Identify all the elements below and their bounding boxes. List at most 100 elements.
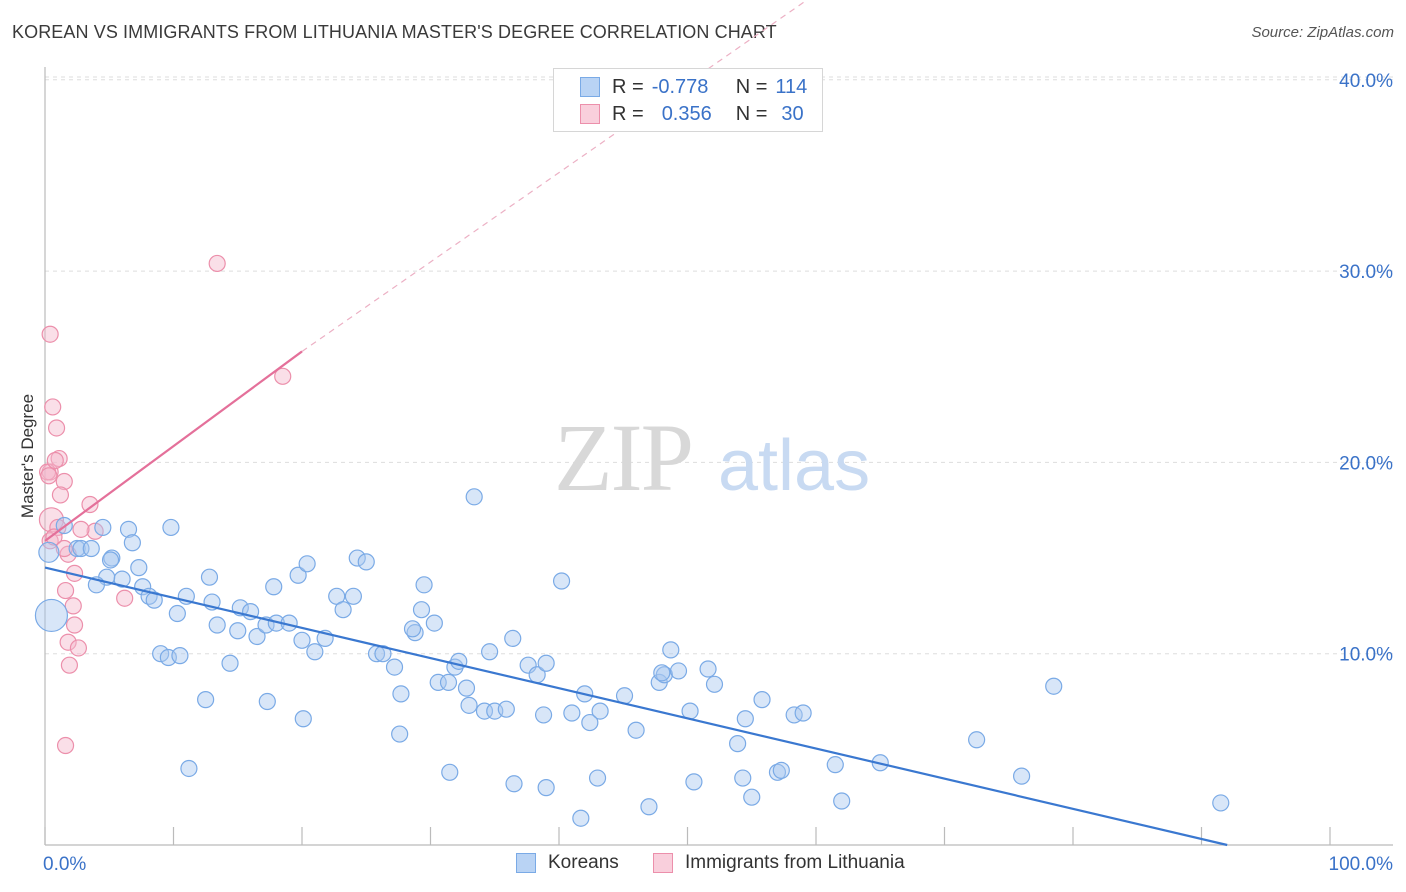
data-point-lithuania <box>60 656 79 674</box>
legend-swatch-pink <box>580 104 600 124</box>
data-point-korean <box>152 645 170 663</box>
legend-r-value: 0.356 <box>661 102 712 125</box>
legend-swatch-pink <box>653 853 673 873</box>
data-point-korean <box>753 691 771 709</box>
data-point-lithuania <box>40 467 58 485</box>
series-legend: Koreans Immigrants from Lithuania <box>0 852 1406 878</box>
data-point-lithuania <box>64 597 82 615</box>
data-point-lithuania <box>208 254 226 273</box>
data-point-lithuania <box>69 639 88 657</box>
data-point-korean <box>439 673 458 691</box>
data-point-korean <box>460 696 478 714</box>
data-point-korean <box>294 710 312 728</box>
data-point-korean <box>1045 677 1063 695</box>
trend-line-koreans <box>44 566 1228 847</box>
data-point-korean <box>1212 794 1230 812</box>
x-tick-label: 100.0% <box>1329 854 1394 875</box>
data-point-korean <box>412 601 431 619</box>
data-point-korean <box>833 792 851 810</box>
watermark-atlas: atlas <box>718 426 870 506</box>
data-point-korean <box>119 520 138 538</box>
data-point-lithuania <box>46 451 64 470</box>
data-point-korean <box>552 572 571 590</box>
data-point-korean <box>357 553 375 571</box>
legend-n-value: 30 <box>781 102 804 125</box>
trend-lines <box>44 0 1228 847</box>
data-point-lithuania <box>55 472 73 491</box>
data-point-korean <box>537 779 555 797</box>
data-point-korean <box>736 710 754 728</box>
data-point-korean <box>826 756 844 774</box>
data-point-korean <box>374 645 392 663</box>
data-point-korean <box>497 700 515 718</box>
data-point-lithuania <box>56 581 75 600</box>
data-point-lithuania <box>55 539 73 558</box>
trend-line-lithuania-extension <box>301 0 809 352</box>
data-point-korean <box>229 622 247 640</box>
data-point-korean <box>655 666 673 684</box>
chart-title: KOREAN VS IMMIGRANTS FROM LITHUANIA MAST… <box>12 22 777 42</box>
data-point-korean <box>669 662 688 680</box>
data-point-korean <box>441 763 459 781</box>
data-point-korean <box>208 616 226 634</box>
data-point-korean <box>348 549 366 567</box>
data-point-korean <box>505 775 523 793</box>
data-point-korean <box>588 769 607 787</box>
data-point-lithuania <box>86 522 104 540</box>
data-point-korean <box>415 576 433 594</box>
data-point-korean <box>685 773 703 791</box>
grid-lines <box>45 76 1393 655</box>
data-point-korean <box>344 587 362 605</box>
data-point-lithuania <box>81 495 99 514</box>
data-point-korean <box>82 539 100 558</box>
stats-legend: R = -0.778 N = 114 R = 0.356 N = 30 <box>553 68 823 132</box>
data-point-korean <box>772 761 790 779</box>
legend-item-lithuania[interactable]: Immigrants from Lithuania <box>653 852 905 874</box>
watermark-zip: ZIP <box>554 404 692 511</box>
data-point-lithuania <box>72 520 90 538</box>
data-point-korean <box>298 555 316 573</box>
data-point-lithuania <box>41 325 59 343</box>
data-point-korean <box>130 559 148 577</box>
data-point-lithuania <box>45 528 63 546</box>
data-point-lithuania <box>274 367 292 385</box>
data-point-lithuania <box>47 419 66 437</box>
legend-swatch-blue <box>516 853 536 873</box>
data-point-korean <box>537 654 555 672</box>
legend-n-label: N = <box>735 102 768 125</box>
y-tick-label: 40.0% <box>1339 71 1393 92</box>
data-point-korean <box>968 731 986 749</box>
data-point-korean <box>729 735 747 753</box>
data-point-korean <box>705 675 724 693</box>
data-point-lithuania <box>51 486 70 504</box>
data-point-korean <box>289 566 307 584</box>
tick-labels: 10.0% 20.0% 30.0% 40.0% 0.0% 100.0% <box>43 71 1393 875</box>
legend-row-koreans: R = -0.778 N = 114 <box>580 74 807 100</box>
legend-swatch-blue <box>580 77 600 97</box>
korean-points <box>34 488 1230 827</box>
data-point-korean <box>94 518 112 537</box>
y-axis-label: Master's Degree <box>18 394 37 518</box>
lithuania-points <box>38 254 292 755</box>
legend-label-lithuania: Immigrants from Lithuania <box>685 852 905 873</box>
data-point-korean <box>640 798 658 816</box>
legend-n-label: N = <box>735 75 768 98</box>
data-point-korean <box>265 578 283 596</box>
data-point-korean <box>653 664 671 682</box>
data-point-korean <box>385 658 404 676</box>
data-point-korean <box>504 629 522 647</box>
data-point-korean <box>171 647 189 665</box>
data-point-korean <box>293 631 311 649</box>
y-tick-label: 10.0% <box>1339 645 1393 666</box>
data-point-korean <box>699 660 717 678</box>
data-point-lithuania <box>116 589 134 607</box>
data-point-korean <box>123 534 141 552</box>
data-point-lithuania <box>44 398 62 416</box>
data-point-korean <box>101 551 120 569</box>
legend-item-koreans[interactable]: Koreans <box>516 852 619 874</box>
data-point-korean <box>794 704 812 722</box>
data-point-lithuania <box>49 518 67 537</box>
legend-n-value: 114 <box>775 75 808 98</box>
trend-line-lithuania <box>44 350 303 542</box>
data-point-korean <box>465 488 483 506</box>
